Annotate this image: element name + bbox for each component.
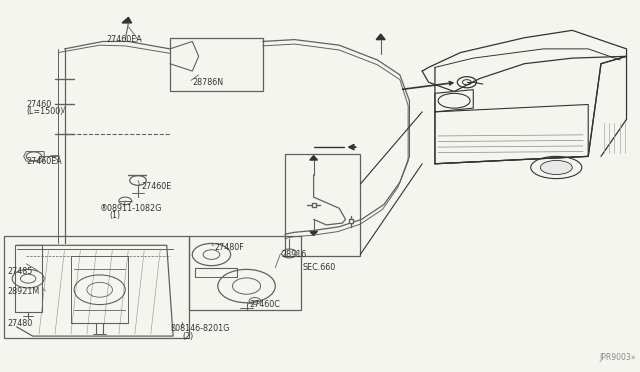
Text: 27480F: 27480F: [214, 243, 244, 251]
Text: (1): (1): [109, 211, 120, 220]
Text: JPR9003»: JPR9003»: [600, 353, 636, 362]
Bar: [189, 236, 301, 310]
Text: 28921M: 28921M: [7, 287, 39, 296]
Text: SEC.660: SEC.660: [302, 263, 335, 272]
Bar: [4, 236, 189, 338]
Text: ß08146-8201G: ß08146-8201G: [170, 324, 229, 333]
Text: 27485: 27485: [7, 267, 33, 276]
Text: 27460C: 27460C: [250, 300, 280, 309]
Polygon shape: [122, 17, 132, 23]
Bar: [170, 38, 262, 92]
Text: ®08911-1082G: ®08911-1082G: [100, 204, 162, 213]
Text: 27480: 27480: [7, 319, 33, 328]
Text: 27460EA: 27460EA: [106, 35, 142, 44]
Polygon shape: [376, 34, 385, 39]
Text: 27460: 27460: [26, 100, 51, 109]
Bar: [285, 154, 360, 256]
Text: 27460E: 27460E: [141, 182, 172, 190]
Text: 28916: 28916: [282, 250, 307, 259]
Text: 27460EA: 27460EA: [26, 157, 62, 166]
Text: 28786N: 28786N: [192, 78, 223, 87]
Text: (2): (2): [182, 331, 194, 341]
Ellipse shape: [540, 160, 572, 174]
Polygon shape: [310, 155, 317, 160]
Polygon shape: [310, 231, 317, 235]
Text: (L=1500): (L=1500): [26, 108, 63, 116]
